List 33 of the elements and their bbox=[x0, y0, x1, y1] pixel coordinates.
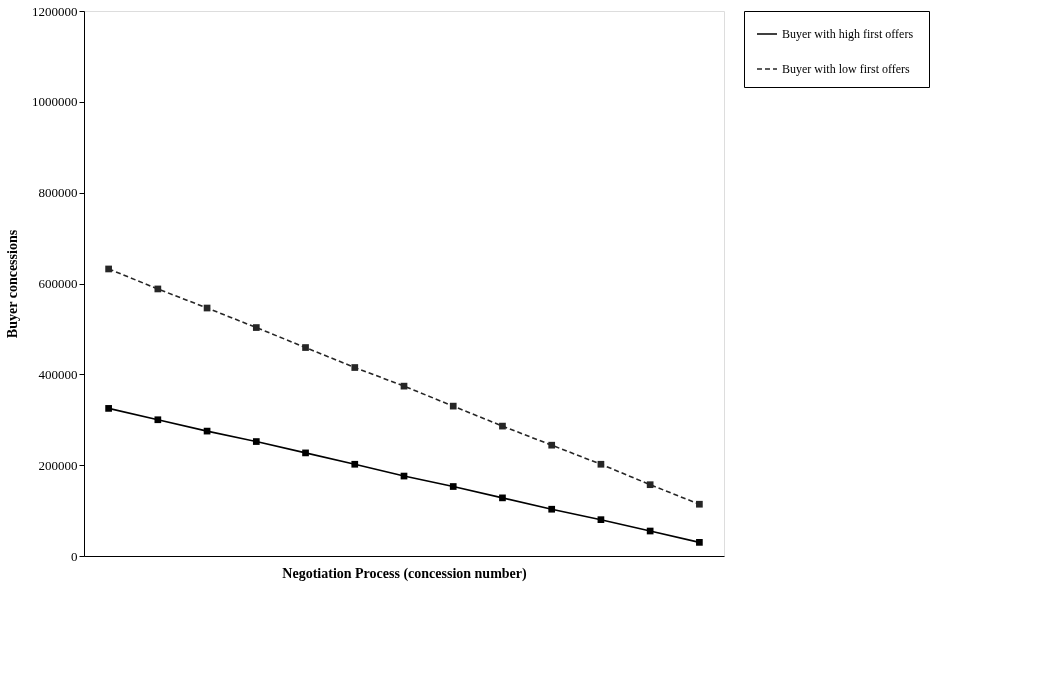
point bbox=[449, 402, 457, 410]
legend-label: Buyer with high first offers bbox=[782, 27, 914, 41]
point bbox=[597, 516, 605, 524]
point bbox=[696, 500, 703, 508]
y-tick-label: 1200000 bbox=[32, 3, 78, 19]
point bbox=[449, 483, 457, 490]
point bbox=[105, 405, 112, 412]
point bbox=[499, 422, 506, 430]
y-tick-label: 200000 bbox=[38, 457, 78, 473]
y-tick-label: 1000000 bbox=[32, 94, 78, 110]
point bbox=[252, 438, 260, 445]
y-tick-label: 400000 bbox=[38, 366, 78, 382]
point bbox=[696, 539, 703, 546]
point bbox=[154, 416, 162, 424]
point bbox=[597, 460, 605, 468]
y-tick-label: 0 bbox=[71, 548, 78, 564]
point bbox=[351, 460, 359, 468]
y-tick-label: 600000 bbox=[38, 276, 78, 291]
y-axis-title: Buyer concessions bbox=[5, 229, 20, 339]
point bbox=[252, 324, 260, 331]
y-tick-label: 800000 bbox=[38, 185, 78, 201]
point bbox=[105, 265, 112, 273]
point bbox=[548, 505, 556, 513]
point bbox=[351, 364, 359, 371]
point bbox=[499, 494, 506, 502]
x-axis-title: Negotiation Process (concession number) bbox=[282, 565, 527, 582]
legend-label: Buyer with low first offers bbox=[782, 62, 911, 76]
point bbox=[302, 449, 309, 457]
point bbox=[302, 344, 309, 351]
point bbox=[646, 527, 654, 535]
point bbox=[548, 441, 556, 449]
point bbox=[646, 481, 654, 489]
point bbox=[154, 285, 162, 293]
